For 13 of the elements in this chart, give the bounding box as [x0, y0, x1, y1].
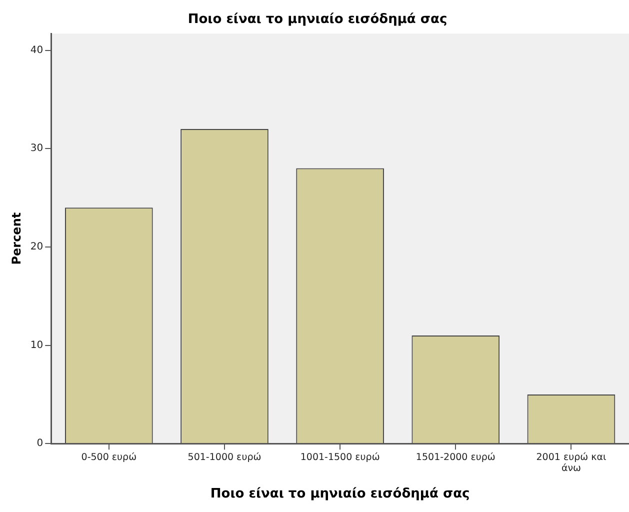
x-tick-label: 0-500 ευρώ [81, 452, 137, 463]
y-axis-title: Percent [9, 212, 24, 265]
y-tick-label: 20 [30, 242, 44, 253]
chart-title: Ποιο είναι το μηνιαίο εισόδημά σας [188, 12, 448, 28]
y-tick-label: 30 [30, 143, 44, 154]
y-tick-label: 10 [30, 340, 44, 351]
x-tick-label: 2001 ευρώ και άνω [536, 452, 606, 474]
y-tick-label: 40 [30, 44, 44, 56]
x-tick-label: 501-1000 ευρώ [188, 452, 262, 463]
x-axis-title: Ποιο είναι το μηνιαίο εισόδημά σας [210, 486, 470, 502]
x-tick-label: 1501-2000 ευρώ [416, 452, 496, 463]
y-tick-label: 0 [36, 438, 44, 450]
x-tick-label: 1001-1500 ευρώ [300, 452, 380, 463]
